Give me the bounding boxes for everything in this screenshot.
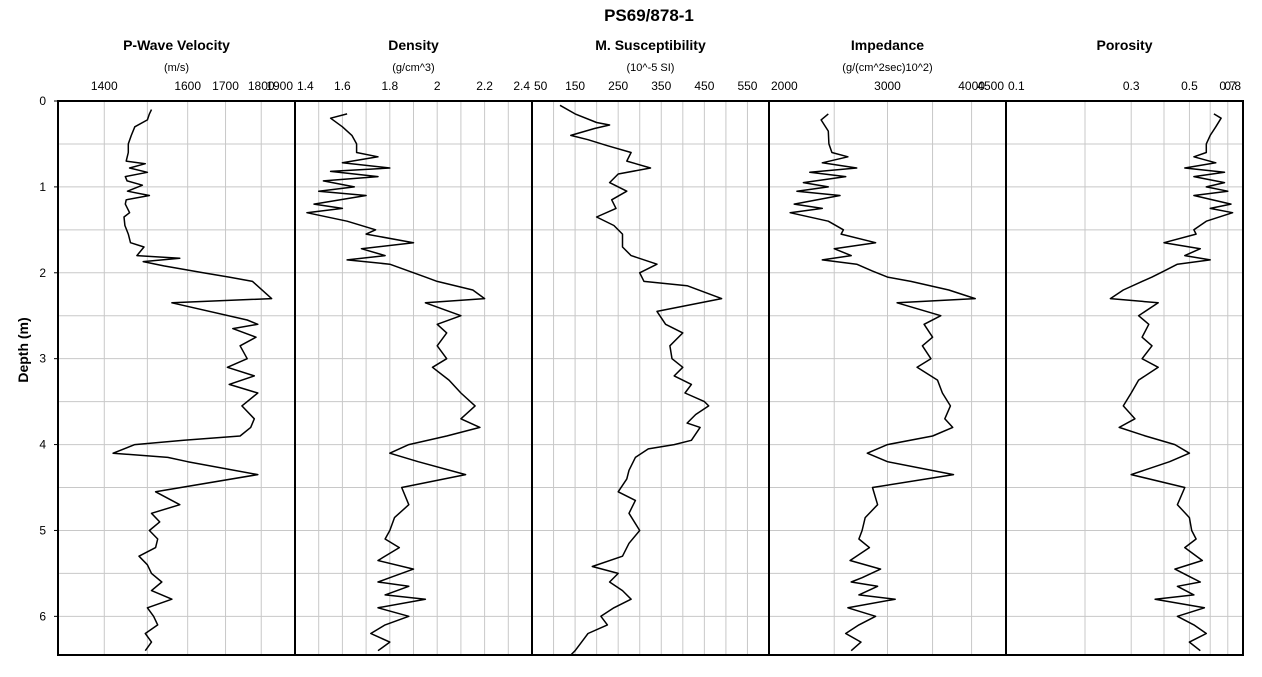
data-line [559, 104, 723, 656]
track-unit: (g/cm^3) [392, 62, 434, 74]
track-unit: (m/s) [164, 62, 189, 74]
x-tick-label: 2.2 [476, 79, 493, 93]
track-1: Density (g/cm^3) 1.4 1.6 1.8 2 2.2 2.4 [294, 37, 533, 656]
track-unit: (10^-5 SI) [627, 62, 675, 74]
track-frame [531, 100, 770, 656]
x-tick-label: 1800 [248, 79, 275, 93]
y-tick-label: 0 [39, 94, 46, 108]
x-tick-label: 250 [608, 79, 628, 93]
x-tick-label: 0.8 [1224, 79, 1241, 93]
data-line [306, 113, 486, 652]
x-tick-label: 1600 [174, 79, 201, 93]
y-tick-label: 3 [39, 352, 46, 366]
x-tick-label: 1.6 [334, 79, 351, 93]
x-tick-label: 4000 [958, 79, 985, 93]
track-title: Porosity [1096, 37, 1152, 53]
data-line [1109, 113, 1234, 652]
x-tick-label: 1400 [91, 79, 118, 93]
track-2: M. Susceptibility (10^-5 SI) 50 150 250 350 45… [531, 37, 770, 656]
x-tick-label: 1.4 [297, 79, 314, 93]
x-tick-label: 1700 [212, 79, 239, 93]
x-tick-label: 3000 [874, 79, 901, 93]
x-tick-label: 450 [694, 79, 714, 93]
x-tick-label: 0.3 [1123, 79, 1140, 93]
y-tick-label: 5 [39, 523, 46, 537]
x-tick-label: 2.4 [513, 79, 530, 93]
track-4: Porosity 0.1 0.3 0.5 0.70.8 [1005, 37, 1244, 656]
x-tick-label: 0.1 [1008, 79, 1025, 93]
log-tracks: P-Wave Velocity (m/s) 1400 1600 1700 18001900… [39, 37, 1244, 656]
y-tick-label: 1 [39, 180, 46, 194]
x-tick-label: 0.7 [1219, 79, 1236, 93]
data-line [112, 109, 273, 652]
x-tick-label: 50 [534, 79, 548, 93]
x-tick-label: 550 [737, 79, 757, 93]
track-title: Impedance [851, 37, 924, 53]
y-tick-label: 2 [39, 266, 46, 280]
x-tick-label: 150 [565, 79, 585, 93]
y-tick-label: 4 [39, 438, 46, 452]
x-tick-label: 350 [651, 79, 671, 93]
x-tick-label: 1.8 [381, 79, 398, 93]
track-title: P-Wave Velocity [123, 37, 230, 53]
data-line [789, 113, 976, 652]
x-tick-label: 0.5 [1181, 79, 1198, 93]
x-tick-label: 2000 [771, 79, 798, 93]
track-frame [57, 100, 296, 656]
track-title: M. Susceptibility [595, 37, 706, 53]
x-tick-label: 4500 [977, 79, 1004, 93]
chart-title: PS69/878-1 [604, 6, 694, 25]
x-tick-label: 1900 [266, 79, 293, 93]
track-title: Density [388, 37, 439, 53]
track-3: Impedance (g/(cm^2sec)10^2) 2000 3000 400045… [768, 37, 1007, 656]
x-tick-label: 2 [434, 79, 441, 93]
track-frame [1005, 100, 1244, 656]
y-tick-label: 6 [39, 609, 46, 623]
y-axis-label: Depth (m) [15, 317, 31, 382]
track-unit: (g/(cm^2sec)10^2) [842, 62, 932, 74]
